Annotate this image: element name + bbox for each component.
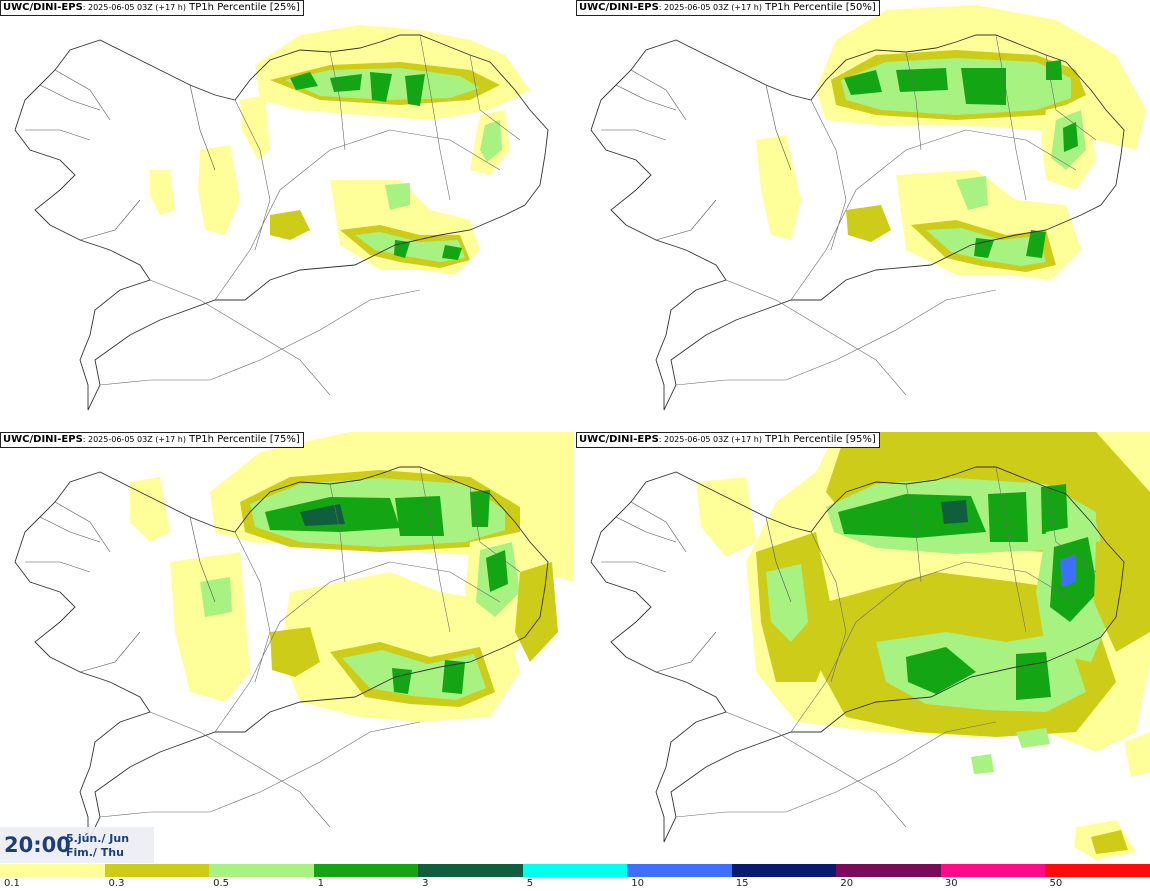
legend-bars (0, 864, 1150, 877)
map-panel-p50: UWC/DINI-EPS: 2025-06-05 03Z (+17 h) TP1… (576, 0, 1150, 430)
legend-swatch (418, 864, 524, 877)
precip-map (590, 5, 1146, 411)
valid-date: 5.jún./ Jun (66, 832, 130, 845)
color-legend: 0.1 0.3 0.5 1 3 5 10 15 20 30 50 (0, 864, 1150, 891)
model-name: UWC/DINI-EPS (3, 434, 83, 445)
run-time: : 2025-06-05 03Z (+17 h) (658, 435, 762, 444)
model-name: UWC/DINI-EPS (579, 434, 659, 445)
legend-swatch (1045, 864, 1150, 877)
legend-tick-label: 10 (631, 878, 644, 889)
legend-tick-label: 50 (1049, 878, 1063, 889)
legend-tick-label: 15 (735, 878, 749, 889)
precip-shading (130, 432, 574, 722)
precip-shading (756, 5, 1146, 280)
legend-swatch (731, 864, 838, 877)
legend-swatch (836, 864, 942, 877)
model-name: UWC/DINI-EPS (3, 2, 83, 13)
model-name: UWC/DINI-EPS (579, 2, 659, 13)
legend-tick-label: 20 (840, 878, 854, 889)
legend-swatch (940, 864, 1047, 877)
map-panel-p25: UWC/DINI-EPS: 2025-06-05 03Z (+17 h) TP1… (0, 0, 574, 430)
legend-swatch (522, 864, 629, 877)
legend-tick-label: 0.3 (108, 878, 125, 889)
map-panel-p95: UWC/DINI-EPS: 2025-06-05 03Z (+17 h) TP1… (576, 432, 1150, 862)
precip-map (14, 25, 549, 411)
legend-swatch (0, 864, 106, 877)
legend-swatch (627, 864, 733, 877)
panel-title: UWC/DINI-EPS: 2025-06-05 03Z (+17 h) TP1… (0, 432, 304, 448)
variable-label: TP1h Percentile [75%] (189, 434, 300, 445)
run-time: : 2025-06-05 03Z (+17 h) (82, 3, 186, 12)
panel-title: UWC/DINI-EPS: 2025-06-05 03Z (+17 h) TP1… (0, 0, 304, 16)
legend-tick-label: 5 (526, 878, 534, 889)
precip-shading (150, 25, 530, 275)
variable-label: TP1h Percentile [25%] (189, 2, 300, 13)
map-panel-p75: UWC/DINI-EPS: 2025-06-05 03Z (+17 h) TP1… (0, 432, 574, 862)
valid-clock: 20:00 (4, 833, 71, 857)
legend-tick-label: 30 (944, 878, 958, 889)
precip-map (14, 432, 574, 843)
panel-title: UWC/DINI-EPS: 2025-06-05 03Z (+17 h) TP1… (576, 0, 880, 16)
run-time: : 2025-06-05 03Z (+17 h) (658, 3, 762, 12)
variable-label: TP1h Percentile [95%] (765, 434, 876, 445)
precip-shading (696, 432, 1150, 860)
valid-time-box: 20:00 5.jún./ Jun Fim./ Thu (0, 827, 154, 863)
legend-tick-label: 1 (317, 878, 324, 889)
legend-tick-label: 3 (422, 878, 429, 889)
legend-tick-label: 0.1 (4, 878, 20, 889)
precip-map (590, 432, 1150, 860)
legend-tick-label: 0.5 (213, 878, 229, 889)
legend-swatch (104, 864, 211, 877)
panel-title: UWC/DINI-EPS: 2025-06-05 03Z (+17 h) TP1… (576, 432, 880, 448)
variable-label: TP1h Percentile [50%] (765, 2, 876, 13)
legend-swatch (209, 864, 315, 877)
run-time: : 2025-06-05 03Z (+17 h) (82, 435, 186, 444)
legend-swatch (313, 864, 420, 877)
valid-day: Fim./ Thu (66, 846, 124, 859)
